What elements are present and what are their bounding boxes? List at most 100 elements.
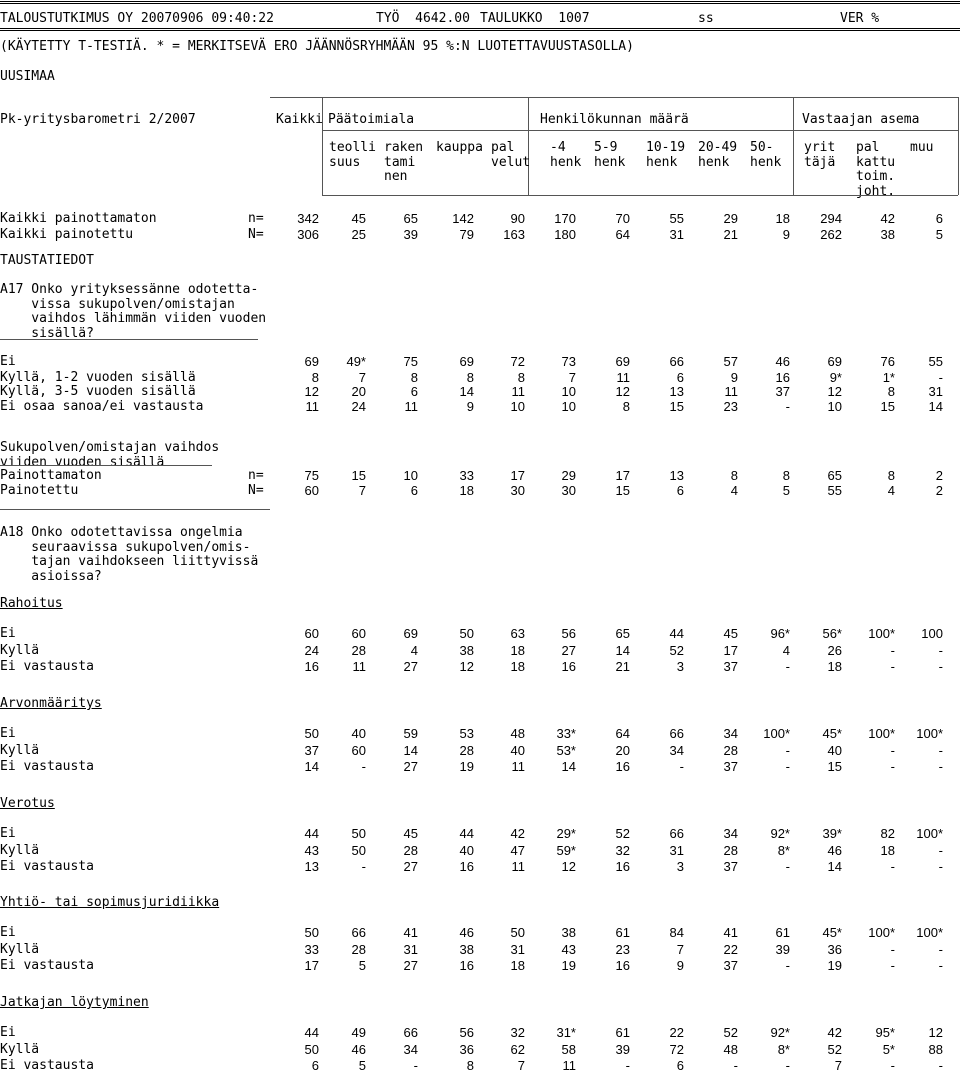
table-cell: 30	[510, 483, 525, 498]
table-cell: 8	[887, 468, 895, 483]
table-cell: 8	[466, 370, 474, 385]
table-cell: 9	[782, 227, 790, 242]
table-cell: 75	[403, 354, 418, 369]
table-cell: 12	[615, 384, 630, 399]
table-cell: 45	[403, 826, 418, 841]
table-cell: -	[785, 759, 790, 774]
table-cell: 66	[669, 354, 684, 369]
table-cell: 6	[676, 370, 684, 385]
table-cell: 9	[676, 958, 684, 973]
table-cell: 38	[880, 227, 895, 242]
table-cell: 31	[928, 384, 943, 399]
row-label: Ei vastausta	[0, 759, 94, 774]
table-cell: 100*	[868, 626, 895, 641]
table-cell: 52	[615, 826, 630, 841]
table-cell: 4	[730, 483, 738, 498]
table-cell: 29*	[556, 826, 576, 841]
table-cell: 33	[304, 941, 319, 957]
column-header: pal	[856, 140, 880, 155]
table-cell: 170	[554, 211, 576, 226]
table-cell: 82	[880, 826, 895, 841]
table-cell: -	[890, 1058, 895, 1073]
table-cell: 88	[928, 1041, 943, 1057]
table-cell: -	[938, 370, 943, 385]
table-cell: 60	[304, 626, 319, 641]
table-cell: 163	[503, 227, 525, 242]
table-cell: 342	[297, 211, 319, 226]
table-cell: 32	[615, 842, 630, 858]
table-cell: 9	[466, 399, 474, 414]
table-cell: 17	[615, 468, 630, 483]
row-label: Painottamaton	[0, 468, 102, 483]
column-header: tami	[384, 154, 416, 170]
group-divider-4	[958, 97, 959, 195]
column-header: velut	[491, 154, 531, 170]
table-cell: 63	[510, 626, 525, 641]
row-label: Kyllä	[0, 742, 40, 758]
table-cell: 12	[928, 1025, 943, 1040]
table-cell: 27	[403, 659, 418, 674]
table-cell: 18	[827, 659, 842, 674]
table-cell: 27	[403, 958, 418, 973]
table-cell: 22	[669, 1025, 684, 1040]
table-cell: 66	[403, 1025, 418, 1040]
table-cell: 24	[304, 642, 319, 658]
group-divider-1	[322, 97, 323, 195]
table-cell: 6	[410, 483, 418, 498]
row-label: Ei vastausta	[0, 958, 94, 973]
table-cell: 31*	[556, 1025, 576, 1040]
table-cell: 41	[723, 925, 738, 940]
row-label: Kyllä, 1-2 vuoden sisällä	[0, 370, 196, 385]
group-all: Kaikki	[276, 112, 323, 127]
table-cell: 90	[510, 211, 525, 226]
table-cell: 31	[403, 941, 418, 957]
table-cell: 44	[304, 826, 319, 841]
table-cell: -	[625, 1058, 630, 1073]
table-cell: 11	[562, 1058, 577, 1073]
table-cell: 37	[723, 759, 738, 774]
row-label: Kyllä	[0, 1041, 40, 1057]
table-cell: -	[938, 659, 943, 674]
table-cell: 46	[351, 1041, 366, 1057]
table-cell: 14	[403, 742, 418, 758]
row-label: Ei	[0, 726, 16, 741]
table-cell: 19	[561, 958, 576, 973]
table-cell: 11	[404, 399, 419, 414]
table-cell: 10	[403, 468, 418, 483]
table-cell: 36	[459, 1041, 474, 1057]
row-code: n=	[248, 211, 264, 226]
table-cell: 13	[669, 384, 684, 399]
table-cell: 76	[880, 354, 895, 369]
table-cell: 42	[510, 826, 525, 841]
table-cell: 180	[554, 227, 576, 242]
table-cell: 38	[459, 642, 474, 658]
table-cell: -	[890, 941, 895, 957]
table-cell: -	[938, 742, 943, 758]
table-cell: 50	[304, 1041, 319, 1057]
table-cell: 11	[616, 370, 631, 385]
table-cell: -	[938, 941, 943, 957]
top-rule	[0, 1, 960, 4]
table-cell: 55	[928, 354, 943, 369]
column-header: kauppa	[436, 140, 483, 155]
table-cell: 26	[827, 642, 842, 658]
table-cell: 84	[669, 925, 684, 940]
column-header: henk	[594, 154, 626, 170]
table-cell: 8	[311, 370, 319, 385]
table-cell: 15	[669, 399, 684, 414]
section-title: Jatkajan löytyminen	[0, 995, 149, 1010]
table-cell: 28	[351, 941, 366, 957]
table-cell: 92*	[770, 826, 790, 841]
table-cell: 9*	[829, 370, 842, 385]
table-cell: -	[938, 642, 943, 658]
table-cell: 72	[510, 354, 525, 369]
row-label: Kyllä, 3-5 vuoden sisällä	[0, 384, 196, 399]
table-cell: 75	[304, 468, 319, 483]
table-cell: 11	[511, 859, 526, 874]
table-cell: 79	[459, 227, 474, 242]
table-cell: 29	[723, 211, 738, 226]
row-label: Ei	[0, 1025, 16, 1040]
table-cell: 46	[827, 842, 842, 858]
table-cell: 56*	[822, 626, 842, 641]
table-cell: 16	[615, 759, 630, 774]
